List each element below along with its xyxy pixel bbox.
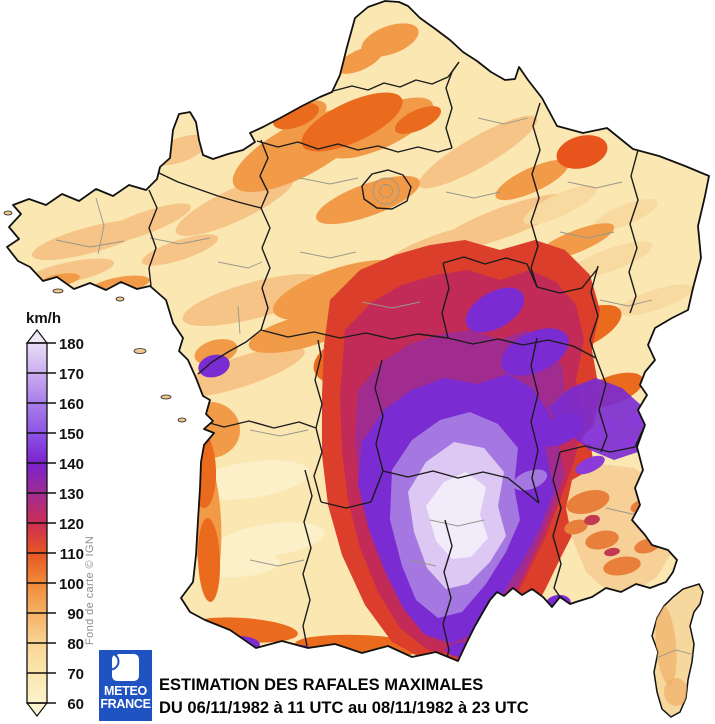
- map-attribution: Fond de carte © IGN: [84, 535, 96, 645]
- tick-label-80: 80: [67, 636, 84, 653]
- tick-label-160: 160: [59, 396, 84, 413]
- logo-line-1: METEO: [104, 684, 147, 698]
- tick-label-150: 150: [59, 426, 84, 443]
- tick-label-170: 170: [59, 366, 84, 383]
- tick-label-70: 70: [67, 666, 84, 683]
- corsica: [651, 583, 704, 718]
- tick-label-90: 90: [67, 606, 84, 623]
- department-borders: [55, 117, 657, 567]
- colorbar-top-arrow: [25, 329, 49, 344]
- meteo-france-logo: METEO FRANCE: [99, 650, 152, 721]
- tick-label-180: 180: [59, 336, 84, 353]
- colorbar-ticks: [27, 342, 56, 704]
- colorbar-tick-labels: 180 170 160 150 140 130 120 110 100 90 8…: [59, 336, 84, 713]
- tick-label-100: 100: [59, 576, 84, 593]
- tick-label-130: 130: [59, 486, 84, 503]
- tick-label-60: 60: [67, 696, 84, 713]
- coastal-islands: [3, 210, 187, 423]
- legend-unit-label: km/h: [26, 310, 61, 327]
- meteo-france-emblem-icon: [101, 651, 139, 681]
- map-title: ESTIMATION DES RAFALES MAXIMALES: [159, 676, 484, 694]
- tick-label-110: 110: [60, 546, 84, 563]
- logo-line-2: FRANCE: [100, 697, 151, 711]
- colorbar-bottom-arrow: [25, 702, 49, 717]
- france-outline: [6, 0, 710, 662]
- legend-colorbar: km/h 180 170 160 150 140 130 120 110 100…: [25, 310, 84, 717]
- region-borders: [148, 61, 646, 661]
- map-title-block: ESTIMATION DES RAFALES MAXIMALES DU 06/1…: [159, 675, 529, 718]
- tick-label-120: 120: [59, 516, 84, 533]
- map-subtitle: DU 06/11/1982 à 11 UTC au 08/11/1982 à 2…: [159, 699, 529, 717]
- tick-label-140: 140: [59, 456, 84, 473]
